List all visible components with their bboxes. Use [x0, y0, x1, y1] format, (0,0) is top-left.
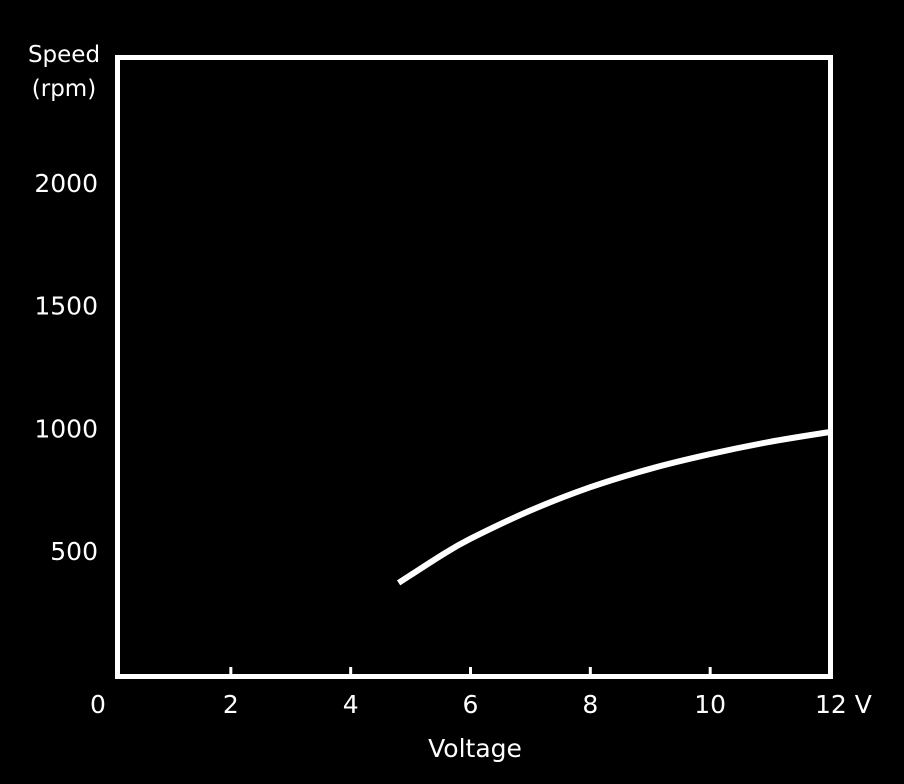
grid-lines	[155, 181, 830, 553]
series-lines	[396, 429, 831, 586]
x-tick-label-4: 4	[343, 690, 359, 719]
x-tick-label-10: 10	[694, 690, 726, 719]
y-tick-label-500: 500	[50, 537, 98, 566]
x-ticks	[229, 667, 712, 676]
y-tick-label-1000: 1000	[34, 414, 98, 443]
y-tick-label-1500: 1500	[34, 292, 98, 321]
x-tick-labels: 0 2 4 6 8 10 12 V	[90, 690, 872, 719]
x-tick-label-2: 2	[223, 690, 239, 719]
y-axis-label-line1: Speed	[28, 42, 100, 68]
y-tick-labels: 500 1000 1500 2000	[34, 169, 98, 566]
x-tick-label-12: 12 V	[815, 690, 872, 719]
y-tick-label-2000: 2000	[34, 169, 98, 198]
x-tick-label-6: 6	[463, 690, 479, 719]
x-axis-label: Voltage	[428, 734, 522, 763]
x-tick-label-8: 8	[582, 690, 598, 719]
y-axis-label-line2: (rpm)	[32, 76, 96, 102]
series-line-0	[396, 429, 831, 586]
x-tick-label-0: 0	[90, 690, 106, 719]
plot-frame	[115, 55, 833, 679]
